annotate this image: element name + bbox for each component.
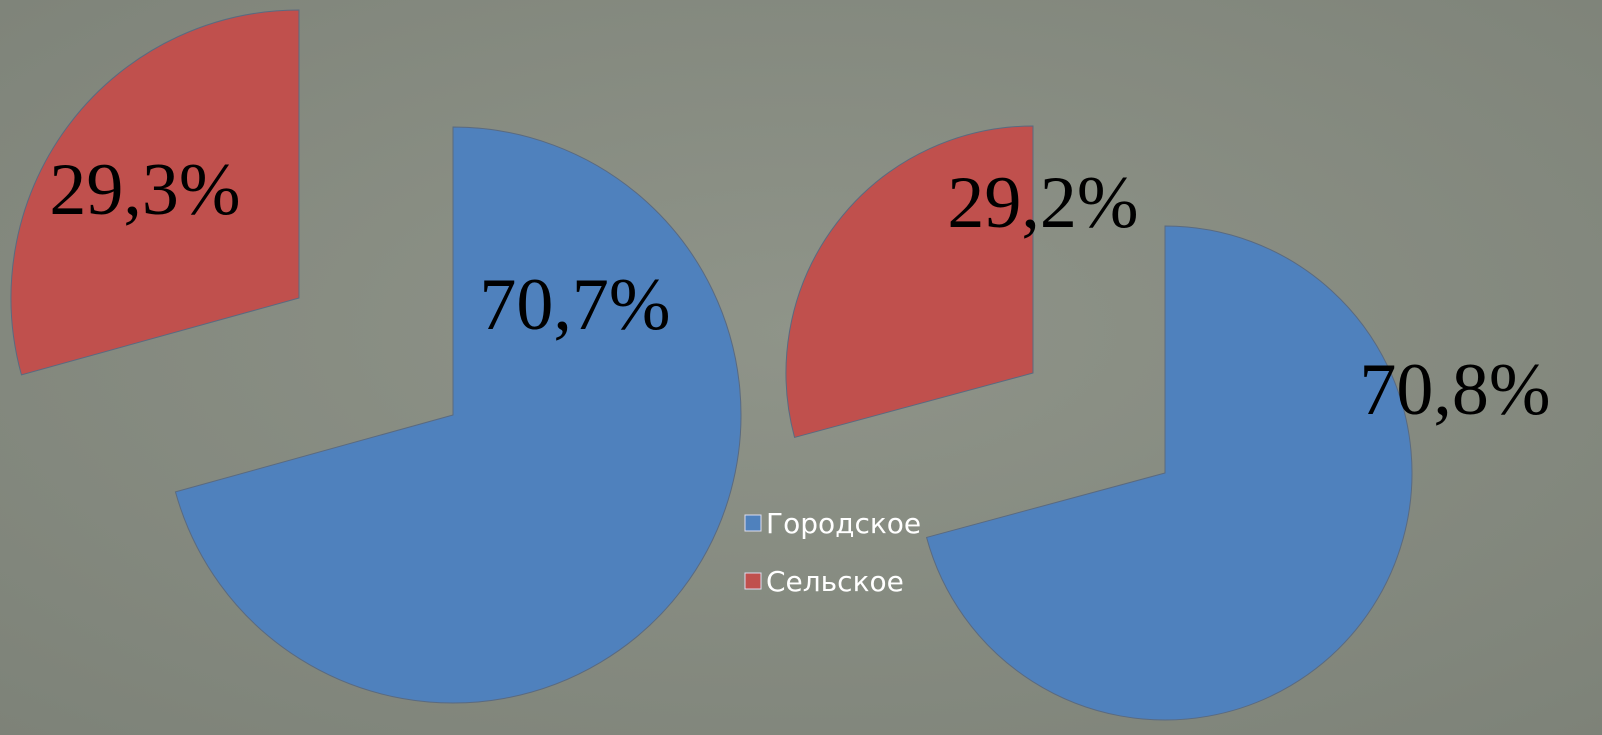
pie-slice (925, 225, 1413, 721)
legend-label: Городское (766, 507, 921, 540)
data-label: 70,8% (1359, 349, 1550, 431)
legend-swatch (744, 514, 762, 532)
data-label: 70,7% (479, 264, 670, 346)
legend-swatch (744, 572, 762, 590)
data-label: 29,2% (947, 162, 1138, 244)
data-label: 29,3% (49, 149, 240, 231)
pie-slice (785, 125, 1034, 439)
legend-label: Сельское (766, 565, 904, 598)
pie-slice (174, 126, 742, 704)
pie-slice (10, 9, 300, 376)
